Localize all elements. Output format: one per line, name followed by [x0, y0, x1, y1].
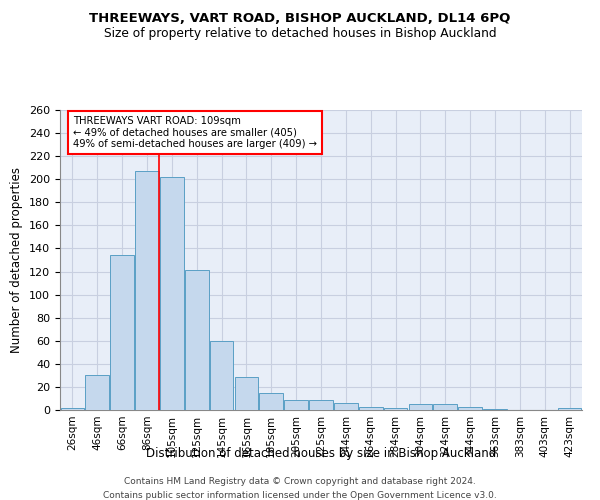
Bar: [160, 177, 184, 410]
Y-axis label: Number of detached properties: Number of detached properties: [10, 167, 23, 353]
Bar: [210, 341, 233, 410]
Bar: [61, 408, 84, 410]
Bar: [309, 400, 333, 410]
Bar: [433, 404, 457, 410]
Text: THREEWAYS, VART ROAD, BISHOP AUCKLAND, DL14 6PQ: THREEWAYS, VART ROAD, BISHOP AUCKLAND, D…: [89, 12, 511, 26]
Text: Distribution of detached houses by size in Bishop Auckland: Distribution of detached houses by size …: [146, 448, 496, 460]
Bar: [235, 376, 258, 410]
Text: THREEWAYS VART ROAD: 109sqm
← 49% of detached houses are smaller (405)
49% of se: THREEWAYS VART ROAD: 109sqm ← 49% of det…: [73, 116, 317, 149]
Bar: [135, 171, 159, 410]
Text: Contains HM Land Registry data © Crown copyright and database right 2024.: Contains HM Land Registry data © Crown c…: [124, 478, 476, 486]
Bar: [185, 270, 209, 410]
Text: Contains public sector information licensed under the Open Government Licence v3: Contains public sector information licen…: [103, 491, 497, 500]
Bar: [259, 392, 283, 410]
Bar: [483, 409, 507, 410]
Bar: [110, 256, 134, 410]
Text: Size of property relative to detached houses in Bishop Auckland: Size of property relative to detached ho…: [104, 28, 496, 40]
Bar: [409, 404, 432, 410]
Bar: [284, 400, 308, 410]
Bar: [458, 406, 482, 410]
Bar: [558, 408, 581, 410]
Bar: [334, 403, 358, 410]
Bar: [85, 376, 109, 410]
Bar: [359, 406, 383, 410]
Bar: [384, 408, 407, 410]
